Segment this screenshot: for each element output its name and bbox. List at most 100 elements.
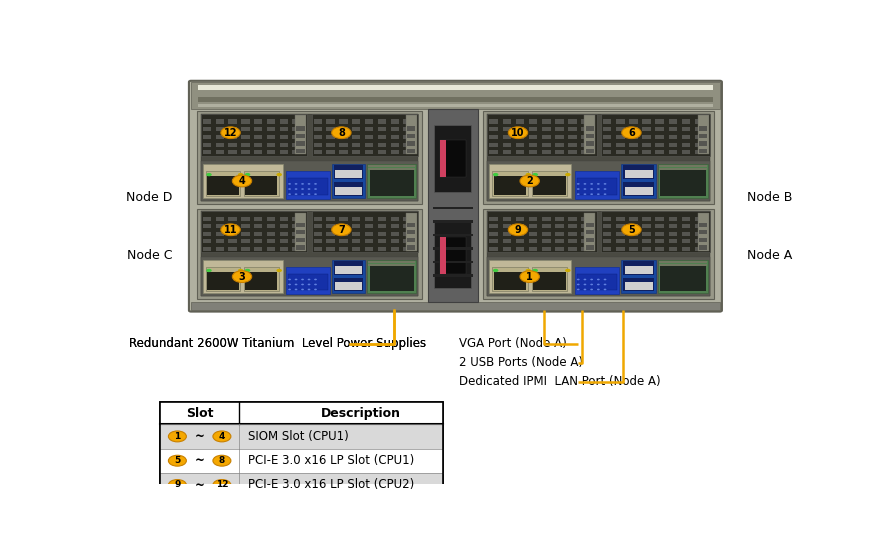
Bar <box>202 120 211 123</box>
Bar <box>314 232 322 236</box>
Bar <box>440 237 466 274</box>
Bar <box>582 217 590 221</box>
Bar <box>205 171 240 196</box>
Text: Redundant 2600W Titanium  Level Power Supplies: Redundant 2600W Titanium Level Power Sup… <box>128 337 425 350</box>
Bar <box>582 224 590 228</box>
Text: 4: 4 <box>239 176 245 186</box>
Bar <box>228 120 236 123</box>
Circle shape <box>583 183 586 185</box>
Circle shape <box>597 283 599 285</box>
Bar <box>681 120 690 123</box>
Bar <box>202 239 211 243</box>
Bar <box>293 150 301 154</box>
Bar <box>656 224 664 228</box>
Bar <box>365 239 373 243</box>
Bar <box>391 120 399 123</box>
Bar <box>377 127 386 131</box>
Circle shape <box>525 173 531 176</box>
Bar <box>669 120 677 123</box>
Bar <box>407 149 416 153</box>
Bar <box>490 260 571 293</box>
Bar <box>555 150 564 154</box>
Bar <box>568 217 577 221</box>
Bar <box>487 114 710 201</box>
Bar <box>586 141 594 146</box>
Circle shape <box>301 183 304 185</box>
Bar <box>314 150 322 154</box>
Bar <box>369 266 414 292</box>
Bar <box>529 127 537 131</box>
Bar <box>502 150 511 154</box>
Bar <box>280 217 288 221</box>
Bar <box>502 143 511 147</box>
Bar <box>267 239 275 243</box>
Bar <box>335 265 362 274</box>
Bar <box>296 230 304 234</box>
Bar <box>695 239 704 243</box>
Bar <box>368 165 416 168</box>
Bar <box>228 143 236 147</box>
Bar <box>660 170 706 196</box>
Bar <box>202 127 211 131</box>
Bar <box>629 239 638 243</box>
Text: SIOM Slot (CPU1): SIOM Slot (CPU1) <box>248 430 349 443</box>
Bar <box>582 232 590 236</box>
Bar <box>555 135 564 139</box>
Bar <box>407 238 416 242</box>
Bar <box>629 232 638 236</box>
Bar <box>216 224 224 228</box>
Bar <box>516 247 524 251</box>
Bar <box>555 224 564 228</box>
Bar <box>698 115 709 154</box>
Bar <box>201 257 418 296</box>
Circle shape <box>294 283 297 285</box>
Bar <box>542 120 550 123</box>
Bar <box>542 217 550 221</box>
Bar <box>267 247 275 251</box>
Bar <box>681 150 690 154</box>
Bar <box>391 217 399 221</box>
Bar <box>487 257 710 296</box>
Bar <box>642 217 651 221</box>
Bar <box>369 170 414 196</box>
Bar <box>502 217 511 221</box>
Bar <box>295 213 306 251</box>
Bar <box>241 224 250 228</box>
Bar <box>202 217 211 221</box>
Bar <box>516 217 524 221</box>
Bar <box>493 272 526 290</box>
Bar <box>403 127 411 131</box>
Circle shape <box>566 269 571 272</box>
Circle shape <box>604 279 607 280</box>
Bar <box>288 274 327 290</box>
Text: Node A: Node A <box>747 249 792 262</box>
Bar <box>516 150 524 154</box>
Bar <box>483 112 714 203</box>
Bar <box>280 135 288 139</box>
Circle shape <box>597 289 599 290</box>
Bar <box>699 134 707 138</box>
Circle shape <box>583 283 586 285</box>
Bar <box>568 247 577 251</box>
Bar <box>403 247 411 251</box>
Bar <box>254 127 262 131</box>
Bar <box>296 141 304 146</box>
Bar <box>695 120 704 123</box>
Bar <box>352 127 360 131</box>
Bar <box>529 143 537 147</box>
Bar <box>642 247 651 251</box>
Bar <box>616 247 624 251</box>
Circle shape <box>577 193 580 195</box>
Circle shape <box>294 279 297 280</box>
Bar <box>241 135 250 139</box>
Bar <box>699 222 707 227</box>
Bar <box>241 239 250 243</box>
Circle shape <box>294 289 297 290</box>
Bar <box>533 176 566 195</box>
Bar <box>365 247 373 251</box>
Bar <box>434 125 472 192</box>
Circle shape <box>213 455 231 466</box>
Text: Redundant 2600W Titanium  Level Power Supplies: Redundant 2600W Titanium Level Power Sup… <box>128 337 425 350</box>
Bar <box>335 170 362 178</box>
Bar <box>542 135 550 139</box>
